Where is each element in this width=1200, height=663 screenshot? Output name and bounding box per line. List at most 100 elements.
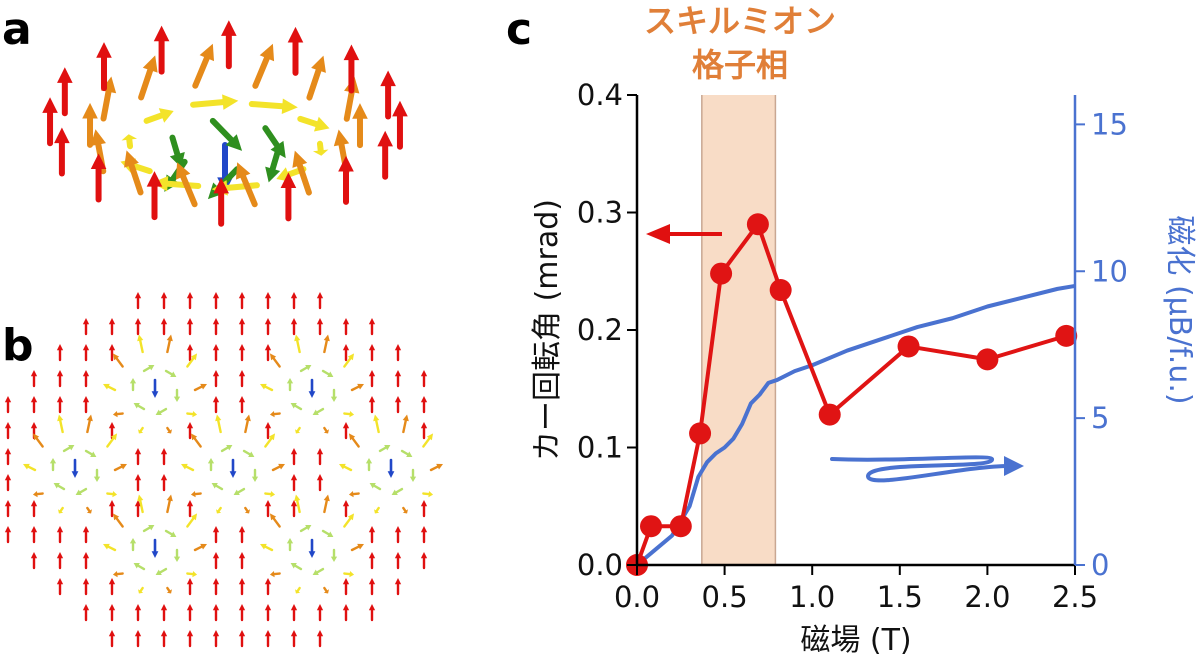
arrow-head <box>137 334 144 342</box>
arrow-shaft <box>106 437 115 448</box>
arrow-head <box>392 100 408 117</box>
arrow-head <box>30 396 38 403</box>
arrow-shaft <box>186 357 195 368</box>
lattice-outer-arrow <box>106 490 118 498</box>
x-tick-label: 0.0 <box>614 580 660 614</box>
arrow-head <box>151 391 159 398</box>
arrow-head <box>192 410 198 418</box>
arrow-head <box>4 526 12 533</box>
lattice-up-arrow <box>108 578 116 596</box>
lattice-outer-arrow <box>339 463 353 472</box>
arrow-head <box>348 490 354 498</box>
arrow-head <box>349 570 355 578</box>
arrow-head <box>212 526 220 533</box>
arrow-head <box>200 383 207 390</box>
arrow-head <box>53 483 60 489</box>
lattice-ring-arrow <box>155 407 168 416</box>
arrow-head <box>82 604 90 611</box>
lattice-up-arrow <box>56 578 64 596</box>
arrow-head <box>133 563 140 569</box>
lattice-up-arrow <box>134 604 142 622</box>
arrow-shaft <box>194 492 202 496</box>
arrow-head <box>368 604 376 611</box>
arrow-head <box>342 604 350 611</box>
arrow-head <box>82 552 90 559</box>
arrow-head <box>311 55 326 73</box>
arrow-head <box>30 422 38 429</box>
lattice-up-arrow <box>186 604 194 622</box>
arrow-shaft <box>142 366 151 373</box>
arrow-head <box>155 569 162 576</box>
lattice-outer-arrow <box>103 543 117 552</box>
arrow-shaft <box>186 572 194 576</box>
arrow-head <box>316 604 324 611</box>
lattice-ring-arrow <box>299 364 312 373</box>
skyrmion-spin-arrow <box>192 43 215 89</box>
arrow-shaft <box>422 492 430 496</box>
kerr-data-point <box>669 515 692 538</box>
arrow-shaft <box>296 339 301 354</box>
arrow-head <box>166 334 173 342</box>
lattice-up-arrow <box>316 292 324 310</box>
lattice-up-arrow <box>264 344 272 362</box>
arrow-shaft <box>59 506 64 513</box>
lattice-outer-arrow <box>112 570 124 578</box>
arrow-shaft <box>343 465 353 472</box>
arrow-head <box>173 556 181 562</box>
lattice-up-arrow <box>134 292 142 310</box>
arrow-head <box>269 570 275 578</box>
arrow-shaft <box>36 492 44 496</box>
arrow-head <box>112 410 118 418</box>
arrow-head <box>312 569 319 576</box>
y-right-tick-label: 0 <box>1091 548 1109 582</box>
lattice-outer-arrow <box>422 433 434 448</box>
lattice-up-arrow <box>342 604 350 622</box>
arrow-head <box>108 578 116 585</box>
arrow-shaft <box>264 492 272 496</box>
arrow-head <box>56 370 64 377</box>
arrow-head <box>186 344 194 351</box>
arrow-shaft <box>164 369 173 376</box>
arrow-shaft <box>130 162 153 175</box>
skyrmion-spin-arrow <box>96 42 112 92</box>
lattice-ring-arrow <box>164 529 177 537</box>
arrow-head <box>93 476 101 482</box>
arrow-head <box>260 383 267 390</box>
lattice-up-arrow <box>238 578 246 596</box>
lattice-outer-arrow <box>166 426 172 434</box>
skyrmion-spin-arrow <box>377 130 393 180</box>
kerr-data-point <box>976 348 999 371</box>
arrow-head <box>134 318 142 325</box>
arrow-head <box>264 578 272 585</box>
arrow-head <box>23 463 30 470</box>
arrow-head <box>96 42 112 58</box>
lattice-up-arrow <box>238 630 246 648</box>
arrow-shaft <box>264 545 274 552</box>
lattice-up-arrow <box>212 526 220 544</box>
arrow-shaft <box>106 492 114 496</box>
arrow-head <box>394 370 402 377</box>
skyrmion-spin-arrow <box>235 162 258 208</box>
arrow-head <box>290 474 298 481</box>
arrow-head <box>264 422 272 429</box>
arrow-head <box>42 97 58 113</box>
arrow-head <box>158 108 174 123</box>
arrow-head <box>121 134 138 141</box>
lattice-core-arrow <box>387 458 395 478</box>
arrow-head <box>71 471 79 478</box>
lattice-up-arrow <box>4 526 12 544</box>
arrow-shaft <box>343 412 351 416</box>
skyrmion-spin-arrow <box>82 102 98 148</box>
arrow-head <box>58 509 64 514</box>
arrow-head <box>402 509 408 514</box>
lattice-up-arrow <box>264 630 272 648</box>
arrow-head <box>295 589 301 594</box>
arrow-head <box>292 150 308 168</box>
arrow-shaft <box>79 487 88 494</box>
arrow-head <box>225 134 243 151</box>
arrow-head <box>134 500 142 507</box>
arrow-head <box>186 422 194 429</box>
lattice-outer-arrow <box>112 410 124 418</box>
arrow-head <box>420 370 428 377</box>
arrow-head <box>394 552 402 559</box>
